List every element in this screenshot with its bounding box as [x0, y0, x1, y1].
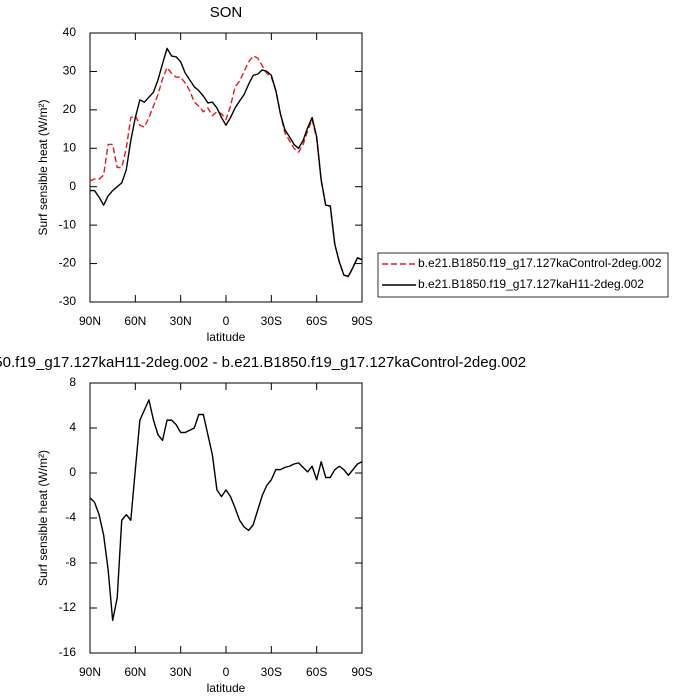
x-tick-label: 30S — [261, 665, 282, 679]
legend-label: b.e21.B1850.f19_g17.127kaControl-2deg.00… — [418, 256, 662, 270]
x-tick-label: 30N — [170, 314, 192, 328]
x-tick-label: 90S — [351, 665, 372, 679]
x-tick-label: 90N — [79, 314, 101, 328]
chart-title: SON — [210, 4, 243, 21]
y-tick-label: 10 — [63, 140, 77, 154]
x-axis-label: latitude — [207, 681, 246, 695]
y-tick-label: -8 — [65, 555, 76, 569]
y-tick-label: -10 — [59, 217, 77, 231]
data-line — [89, 55, 363, 278]
y-tick-label: 30 — [63, 64, 77, 78]
x-tick-label: 30S — [261, 314, 282, 328]
y-tick-label: -4 — [65, 510, 76, 524]
x-tick-label: 60N — [124, 665, 146, 679]
y-tick-label: -12 — [59, 600, 77, 614]
y-tick-label: -20 — [59, 256, 77, 270]
y-tick-label: 8 — [69, 375, 76, 389]
y-tick-label: 20 — [63, 102, 77, 116]
x-tick-label: 0 — [223, 665, 230, 679]
chart-title: b.e21.B1850.f19_g17.127kaH11-2deg.002 - … — [0, 354, 526, 371]
x-tick-label: 90N — [79, 665, 101, 679]
plot-frame — [89, 32, 363, 303]
plot-frame — [89, 382, 363, 654]
y-tick-label: 4 — [69, 420, 76, 434]
y-tick-label: 40 — [63, 25, 77, 39]
data-line — [90, 47, 363, 277]
x-axis-label: latitude — [207, 330, 246, 344]
legend-box — [377, 252, 669, 298]
x-tick-label: 0 — [223, 314, 230, 328]
legend-label: b.e21.B1850.f19_g17.127kaH11-2deg.002 — [418, 277, 644, 291]
y-axis-label: Surf sensible heat (W/m²) — [36, 450, 50, 586]
x-tick-label: 60N — [124, 314, 146, 328]
y-axis-label: Surf sensible heat (W/m²) — [36, 99, 50, 235]
y-tick-label: -16 — [59, 645, 77, 659]
x-tick-label: 60S — [306, 314, 327, 328]
y-tick-label: -30 — [59, 294, 77, 308]
y-tick-label: 0 — [69, 179, 76, 193]
x-tick-label: 60S — [306, 665, 327, 679]
x-tick-label: 30N — [170, 665, 192, 679]
y-tick-label: 0 — [69, 465, 76, 479]
x-tick-label: 90S — [351, 314, 372, 328]
data-line — [89, 399, 363, 622]
